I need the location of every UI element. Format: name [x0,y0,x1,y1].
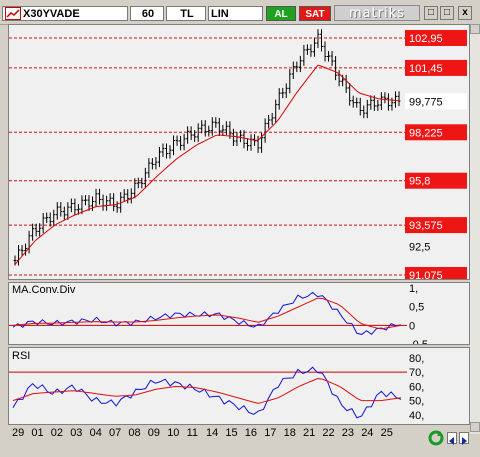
interval-field[interactable]: 60 [130,6,164,21]
x-axis-label: 11 [186,427,199,439]
indicator-line [12,366,402,419]
indicator-axis-label: 0,5 [409,302,424,314]
x-axis-label: 16 [244,427,258,439]
signal-line [12,297,402,330]
price-panel[interactable]: 102,95 101,45 99,775 98,225 95,8 93,575 92,5 91… [8,24,470,280]
rsi-chart: 80, 70, 60, 50, 40, [9,353,424,422]
indicator-axis-label: 50, [409,396,424,408]
indicator-axis-label: 0 [409,320,415,332]
current-price-box [405,93,467,110]
macd-panel[interactable]: 1, 0,5 0 -0,5 MA.Conv.Div [8,282,470,345]
price-level-box [405,217,467,234]
price-axis-label: 101,45 [409,63,443,75]
x-axis-label: 07 [109,427,122,439]
x-axis-label: 25 [380,427,393,439]
rsi-title: RSI [12,350,31,362]
x-axis-label: 29 [12,427,25,439]
price-level-box [405,172,467,189]
chart-style-field[interactable]: LIN [208,6,263,21]
indicator-axis-label: 1, [409,283,418,295]
x-axis-label: 21 [303,427,316,439]
moving-average-line [14,64,400,265]
macd-title: MA.Conv.Div [12,284,76,296]
chart-icon [5,7,21,20]
x-axis-label: 04 [89,427,102,439]
x-axis-label: 10 [167,427,180,439]
x-axis-label: 22 [322,427,335,439]
price-level-box [405,267,467,279]
scroll-up-icon[interactable] [470,24,480,34]
currency-field[interactable]: TL [166,6,206,21]
brand-logo: matriks [334,5,420,21]
indicator-axis-label: 60, [409,381,424,393]
price-level-box [405,124,467,141]
x-axis-label: 15 [225,427,238,439]
price-axis-label: 92,5 [409,242,430,254]
indicator-axis-label: 70, [409,367,424,379]
x-axis-label: 23 [341,427,355,439]
rsi-panel[interactable]: 80, 70, 60, 50, 40, RSI [8,347,470,425]
x-axis-label: 01 [31,427,44,439]
price-axis-label: 91,075 [409,270,443,280]
x-axis-label: 03 [70,427,83,439]
price-axis-label: 95,8 [409,176,430,188]
sell-button[interactable]: SAT [299,6,331,21]
scroll-left-icon[interactable] [447,432,457,445]
price-axis-label: 102,95 [409,33,443,45]
x-axis-label: 09 [147,427,161,439]
scroll-down-icon[interactable] [470,422,480,432]
vertical-scrollbar[interactable] [470,24,480,434]
toolbar: X30YVADE 60 TL LIN AL SAT matriks □ □ x [0,0,480,25]
macd-chart: 1, 0,5 0 -0,5 [9,283,428,345]
x-axis-label: 24 [361,427,374,439]
indicator-line [12,291,402,335]
buy-button[interactable]: AL [266,6,296,21]
x-axis-label: 14 [206,427,219,439]
price-axis-label: 99,775 [409,96,443,108]
price-chart: 102,95 101,45 99,775 98,225 95,8 93,575 92,5 91… [9,25,467,280]
signal-line [12,378,402,404]
indicator-axis-label: 80, [409,353,424,365]
x-axis: 29 01 02 03 04 07 08 09 10 11 14 15 16 17 18 21 22 23 24 25 [8,425,408,443]
price-level-box [405,238,467,255]
symbol-field[interactable]: X30YVADE [2,6,128,21]
x-axis-label: 02 [50,427,64,439]
refresh-icon[interactable] [428,430,444,446]
close-button[interactable]: x [458,6,472,20]
scroll-right-icon[interactable] [459,432,469,445]
indicator-axis-label: -0,5 [409,339,428,345]
price-axis-label: 93,575 [409,220,443,232]
price-level-box [405,59,467,76]
indicator-axis-label: 40, [409,410,424,422]
x-axis-label: 17 [264,427,277,439]
symbol-value: X30YVADE [23,8,80,20]
maximize-icon[interactable]: □ [440,6,454,20]
price-level-box [405,29,467,46]
x-axis-label: 18 [283,427,296,439]
restore-icon[interactable]: □ [424,6,438,20]
price-axis-label: 98,225 [409,127,443,139]
x-axis-label: 08 [128,427,141,439]
